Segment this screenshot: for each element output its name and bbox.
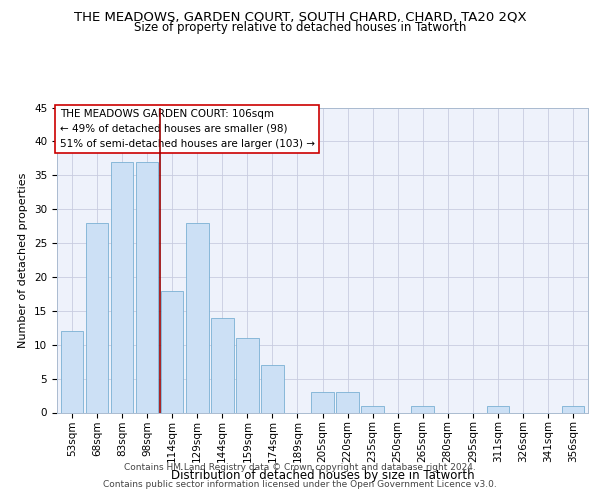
Bar (487, 406, 509, 412)
Bar (161, 290, 184, 412)
Bar (111, 162, 133, 412)
Bar (361, 406, 384, 412)
Bar (136, 162, 158, 412)
Y-axis label: Number of detached properties: Number of detached properties (19, 172, 28, 348)
Bar (412, 406, 434, 412)
Text: Contains HM Land Registry data © Crown copyright and database right 2024.: Contains HM Land Registry data © Crown c… (124, 464, 476, 472)
Text: THE MEADOWS, GARDEN COURT, SOUTH CHARD, CHARD, TA20 2QX: THE MEADOWS, GARDEN COURT, SOUTH CHARD, … (74, 10, 526, 23)
Bar (186, 222, 209, 412)
Bar (211, 318, 233, 412)
X-axis label: Distribution of detached houses by size in Tatworth: Distribution of detached houses by size … (170, 469, 475, 482)
Bar (236, 338, 259, 412)
Bar (562, 406, 584, 412)
Bar (261, 365, 284, 412)
Bar (86, 222, 109, 412)
Bar (61, 331, 83, 412)
Bar (311, 392, 334, 412)
Bar (336, 392, 359, 412)
Text: THE MEADOWS GARDEN COURT: 106sqm
← 49% of detached houses are smaller (98)
51% o: THE MEADOWS GARDEN COURT: 106sqm ← 49% o… (59, 109, 314, 148)
Text: Size of property relative to detached houses in Tatworth: Size of property relative to detached ho… (134, 22, 466, 35)
Text: Contains public sector information licensed under the Open Government Licence v3: Contains public sector information licen… (103, 480, 497, 489)
